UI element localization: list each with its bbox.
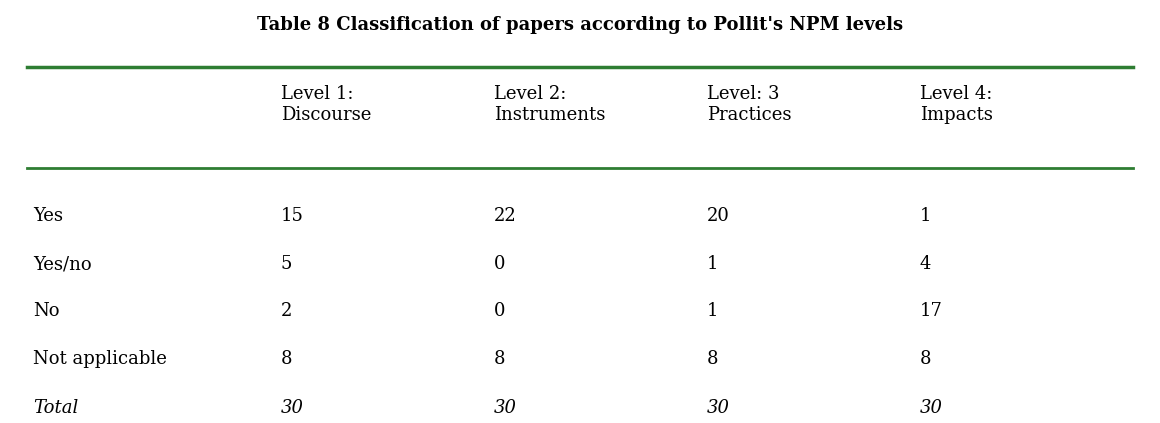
Text: Not applicable: Not applicable — [32, 350, 167, 368]
Text: Level: 3
Practices: Level: 3 Practices — [706, 85, 791, 124]
Text: Yes/no: Yes/no — [32, 255, 92, 273]
Text: Yes: Yes — [32, 206, 63, 225]
Text: 22: 22 — [494, 206, 516, 225]
Text: 30: 30 — [281, 399, 304, 417]
Text: Level 2:
Instruments: Level 2: Instruments — [494, 85, 606, 124]
Text: 30: 30 — [706, 399, 730, 417]
Text: No: No — [32, 302, 59, 320]
Text: 8: 8 — [494, 350, 505, 368]
Text: 1: 1 — [706, 302, 718, 320]
Text: Total: Total — [32, 399, 78, 417]
Text: 5: 5 — [281, 255, 292, 273]
Text: 0: 0 — [494, 302, 505, 320]
Text: 8: 8 — [281, 350, 292, 368]
Text: 15: 15 — [281, 206, 304, 225]
Text: Table 8 Classification of papers according to Pollit's NPM levels: Table 8 Classification of papers accordi… — [256, 16, 904, 34]
Text: 0: 0 — [494, 255, 505, 273]
Text: 8: 8 — [920, 350, 931, 368]
Text: 2: 2 — [281, 302, 292, 320]
Text: Level 4:
Impacts: Level 4: Impacts — [920, 85, 993, 124]
Text: 30: 30 — [920, 399, 943, 417]
Text: Level 1:
Discourse: Level 1: Discourse — [281, 85, 371, 124]
Text: 30: 30 — [494, 399, 516, 417]
Text: 17: 17 — [920, 302, 943, 320]
Text: 20: 20 — [706, 206, 730, 225]
Text: 4: 4 — [920, 255, 931, 273]
Text: 1: 1 — [920, 206, 931, 225]
Text: 1: 1 — [706, 255, 718, 273]
Text: 8: 8 — [706, 350, 718, 368]
